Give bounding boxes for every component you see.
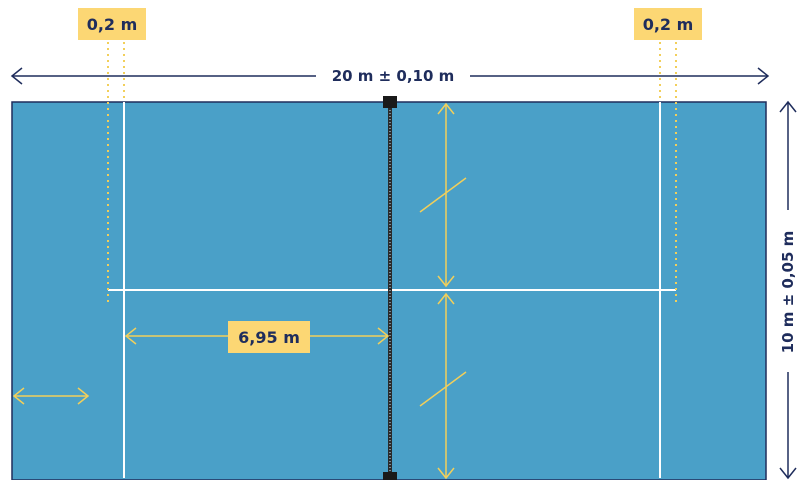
right-strip-width-label: 0,2 m xyxy=(634,8,702,40)
length-dimension-arrow xyxy=(10,67,770,85)
strip-guides xyxy=(107,42,677,306)
net xyxy=(383,96,397,480)
width-dimension-arrow xyxy=(779,100,797,480)
net-post-bottom xyxy=(383,472,397,480)
yellow-dimensions xyxy=(12,102,467,480)
total-width-label: 10 m ± 0,05 m xyxy=(776,217,800,367)
service-line-distance-label: 6,95 m xyxy=(228,321,310,353)
net-post-top xyxy=(383,96,397,108)
left-strip-width-label: 0,2 m xyxy=(78,8,146,40)
total-length-label: 20 m ± 0,10 m xyxy=(318,64,468,88)
